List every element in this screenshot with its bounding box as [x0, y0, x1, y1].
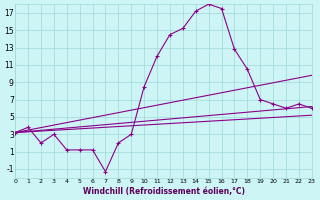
X-axis label: Windchill (Refroidissement éolien,°C): Windchill (Refroidissement éolien,°C) — [83, 187, 244, 196]
